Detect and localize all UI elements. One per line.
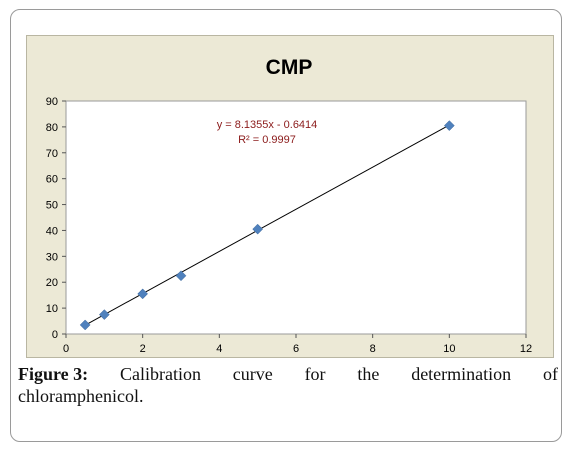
- caption-line-1: Figure 3: Calibration curve for the dete…: [18, 363, 558, 385]
- cmp-calibration-chart: CMP 0 2 4 6 8 10 12 0 10 20 30 40 50 60 70 80 90 y = 8.…: [46, 56, 532, 355]
- r-squared-label: R² = 0.9997: [238, 134, 296, 146]
- plot-area: [65, 100, 527, 335]
- caption-word: of: [542, 364, 558, 384]
- caption-word: determination: [411, 364, 512, 384]
- chart-area: CMP 0 2 4 6 8 10 12 0 10 20 30 40 50 60 70 80 90 y = 8.…: [26, 35, 554, 358]
- data-point: [79, 319, 91, 331]
- caption-line-2: chloramphenicol.: [18, 386, 144, 406]
- data-point: [443, 120, 455, 131]
- y-tick-label: 90: [46, 96, 58, 108]
- figure-caption: Figure 3: Calibration curve for the dete…: [18, 363, 558, 407]
- caption-word: for: [304, 364, 326, 384]
- y-tick-label: 10: [46, 303, 58, 315]
- data-series: [79, 120, 455, 331]
- y-tick-label: 20: [46, 277, 58, 289]
- x-tick-label: 6: [293, 343, 299, 355]
- caption-word: curve: [232, 364, 273, 384]
- caption-label: Figure 3:: [18, 364, 89, 384]
- caption-word: Calibration: [119, 364, 201, 384]
- x-tick-label: 8: [370, 343, 376, 355]
- x-axis: 0 2 4 6 8 10 12: [63, 334, 532, 355]
- figure-frame: CMP 0 2 4 6 8 10 12 0 10 20 30 40 50 60 70 80 90 y = 8.…: [10, 9, 562, 442]
- data-point: [252, 223, 264, 235]
- y-tick-label: 30: [46, 251, 58, 263]
- y-tick-label: 60: [46, 174, 58, 186]
- y-tick-label: 0: [52, 329, 58, 341]
- y-axis: 0 10 20 30 40 50 60 70 80 90: [46, 96, 66, 341]
- x-tick-label: 2: [140, 343, 146, 355]
- x-tick-label: 4: [216, 343, 222, 355]
- data-point: [98, 309, 110, 320]
- y-tick-label: 70: [46, 148, 58, 160]
- trendline-equation: y = 8.1355x - 0.6414: [217, 119, 318, 131]
- y-tick-label: 80: [46, 122, 58, 134]
- data-point: [175, 270, 187, 282]
- caption-word: the: [357, 364, 380, 384]
- x-tick-label: 10: [443, 343, 455, 355]
- x-tick-label: 0: [63, 343, 69, 355]
- x-tick-label: 12: [520, 343, 532, 355]
- y-tick-label: 50: [46, 200, 58, 212]
- data-point: [137, 288, 149, 300]
- chart-title: CMP: [266, 56, 313, 79]
- y-tick-label: 40: [46, 225, 58, 237]
